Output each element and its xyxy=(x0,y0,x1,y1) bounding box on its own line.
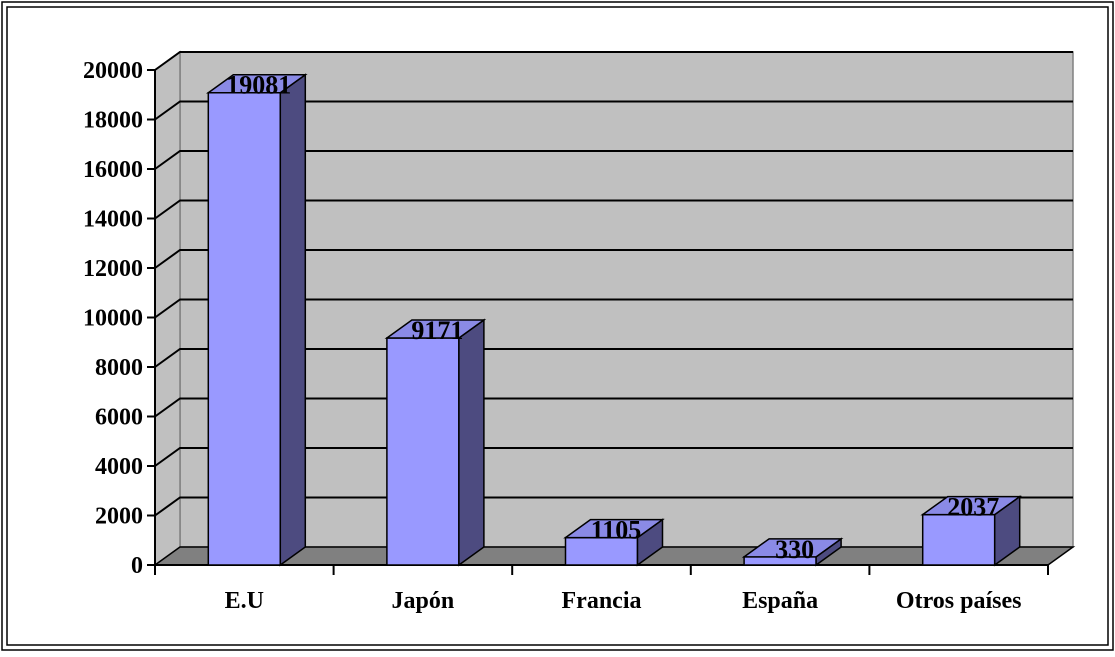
gridline-10000 xyxy=(154,298,1073,319)
data-label: 330 xyxy=(775,535,814,564)
bar-side xyxy=(458,318,485,567)
bar-front xyxy=(921,513,996,566)
y-tick-label: 10000 xyxy=(83,306,143,332)
gridline-12000 xyxy=(154,249,1073,269)
gridline-18000 xyxy=(154,100,1073,121)
data-label: 9171 xyxy=(411,316,463,345)
bar-3 xyxy=(563,518,665,567)
y-tick-label: 20000 xyxy=(83,58,143,84)
gridline-4000 xyxy=(154,447,1073,467)
gridline-8000 xyxy=(154,348,1073,368)
y-tick-label: 8000 xyxy=(95,355,143,381)
bar-2 xyxy=(384,318,487,567)
x-tick-label: Otros países xyxy=(896,588,1022,614)
x-tick-label: España xyxy=(742,588,818,614)
x-tick-label: Francia xyxy=(562,588,642,614)
gridline-2000 xyxy=(154,496,1073,517)
gridline-6000 xyxy=(154,397,1073,418)
y-tick-label: 2000 xyxy=(95,504,143,530)
bar-5 xyxy=(920,495,1023,567)
x-tick-label: Japón xyxy=(392,588,455,614)
bar-top xyxy=(563,518,665,539)
bar-top xyxy=(920,495,1023,516)
y-tick-label: 6000 xyxy=(95,405,143,431)
y-tick-label: 4000 xyxy=(95,454,143,480)
x-tick-label: E.U xyxy=(225,588,264,614)
bar-4 xyxy=(741,537,844,567)
bar-top xyxy=(384,319,487,339)
bar-side xyxy=(279,73,307,567)
y-tick-label: 14000 xyxy=(83,207,143,233)
y-tick-label: 16000 xyxy=(83,157,143,183)
bar-front xyxy=(207,91,282,566)
data-label: 19081 xyxy=(226,71,291,100)
bar-front xyxy=(386,337,460,566)
y-tick-label: 12000 xyxy=(83,256,143,282)
bar-1 xyxy=(205,73,308,567)
bar-top xyxy=(205,73,308,94)
gridline-20000 xyxy=(154,51,1073,71)
gridline-16000 xyxy=(154,150,1073,170)
data-label: 1105 xyxy=(591,516,642,545)
bar-top xyxy=(741,538,844,558)
data-label: 2037 xyxy=(947,493,999,522)
y-tick-label: 0 xyxy=(131,553,143,579)
inner-frame xyxy=(6,6,1109,646)
y-tick-label: 18000 xyxy=(83,108,143,134)
bar-front xyxy=(564,536,639,566)
gridline-14000 xyxy=(154,199,1073,220)
